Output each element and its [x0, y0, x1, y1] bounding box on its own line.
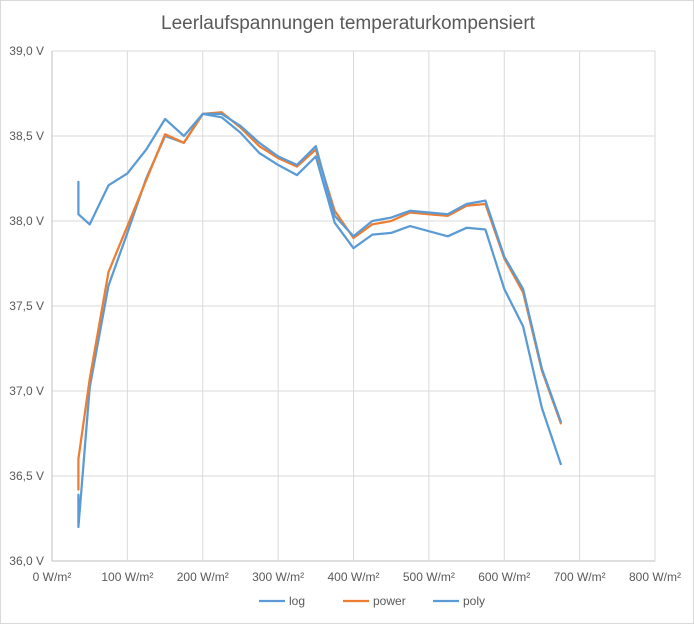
legend-label: power: [373, 594, 406, 608]
grid-layer: [51, 50, 656, 562]
y-tick-label: 37,0 V: [9, 384, 44, 398]
x-tick-label: 600 W/m²: [478, 570, 530, 584]
legend: log power poly: [259, 594, 485, 608]
chart-title: Leerlaufspannungen temperaturkompensiert: [161, 13, 536, 34]
x-tick-label: 800 W/m²: [629, 570, 681, 584]
x-tick-label: 400 W/m²: [327, 570, 379, 584]
legend-item-poly: poly: [433, 594, 485, 608]
legend-item-power: power: [343, 594, 406, 608]
legend-label: log: [289, 594, 305, 608]
x-tick-label: 100 W/m²: [101, 570, 153, 584]
legend-item-log: log: [259, 594, 305, 608]
series-line-power: [77, 111, 562, 491]
axis-layer: 36,0 V 36,5 V 37,0 V 37,5 V 38,0 V 38,5 V 39,0…: [9, 44, 681, 584]
series-line-poly: [77, 112, 562, 423]
y-tick-label: 36,0 V: [9, 554, 44, 568]
y-tick-label: 36,5 V: [9, 469, 44, 483]
y-tick-label: 38,0 V: [9, 214, 44, 228]
legend-label: poly: [463, 594, 485, 608]
y-tick-label: 37,5 V: [9, 299, 44, 313]
x-tick-label: 200 W/m²: [177, 570, 229, 584]
y-tick-label: 38,5 V: [9, 129, 44, 143]
x-tick-label: 300 W/m²: [252, 570, 304, 584]
series-layer: [77, 111, 562, 529]
series-line-log: [77, 112, 562, 529]
x-tick-label: 0 W/m²: [33, 570, 72, 584]
x-tick-label: 700 W/m²: [554, 570, 606, 584]
x-tick-label: 500 W/m²: [403, 570, 455, 584]
y-tick-label: 39,0 V: [9, 44, 44, 58]
